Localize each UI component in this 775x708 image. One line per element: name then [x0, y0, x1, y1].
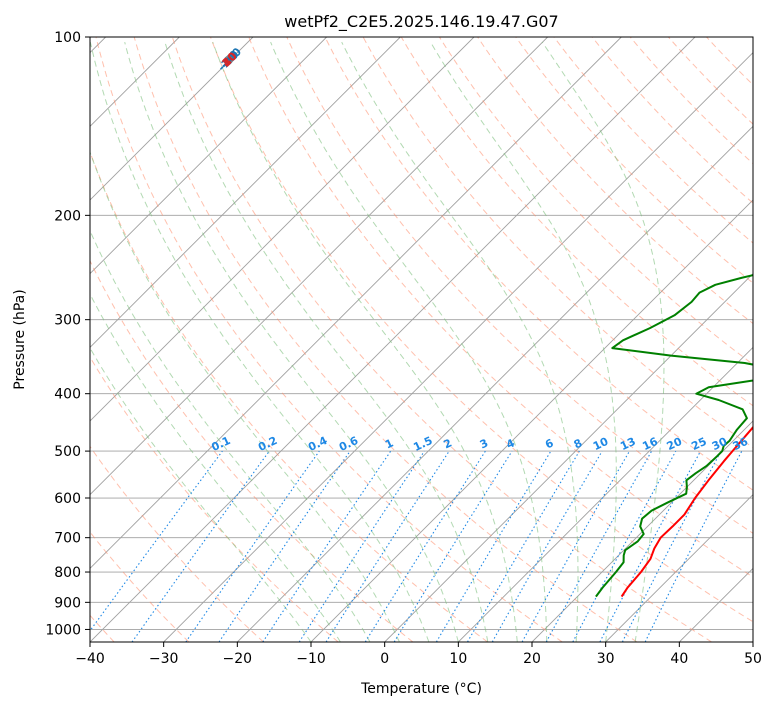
- mixing-ratio-label: 16: [640, 435, 660, 453]
- isotherm-line: [605, 494, 753, 642]
- mixing-ratio-line: [435, 450, 552, 642]
- chart-title: wetPf2_C2E5.2025.146.19.47.G07: [284, 12, 558, 32]
- y-tick-label: 800: [54, 565, 81, 581]
- y-tick-label: 500: [54, 444, 81, 460]
- dry-adiabat-line: [90, 445, 264, 642]
- isotherm-line: [90, 37, 401, 348]
- y-tick-label: 900: [54, 595, 81, 611]
- dry-adiabat-line: [477, 37, 753, 325]
- dry-adiabat-line: [324, 37, 753, 491]
- moist-adiabat-line: [341, 41, 579, 642]
- axes: −40 −30 −20 −10 0 10 20 30 40 50 100 200 300 400 500 60…: [45, 30, 762, 667]
- mixing-ratio-label: 10: [591, 435, 611, 453]
- dry-adiabat-line: [400, 37, 753, 407]
- x-tick-label: 40: [670, 651, 688, 667]
- mixing-ratio-line: [131, 450, 270, 642]
- x-tick-label: −20: [223, 651, 253, 667]
- moist-adiabat-line: [430, 41, 617, 642]
- mixing-ratio-line: [491, 450, 603, 642]
- moist-adiabat-line: [90, 346, 312, 642]
- isotherm-line: [90, 37, 475, 422]
- moist-adiabat-line: [90, 150, 400, 642]
- isotherm-line: [458, 346, 753, 642]
- mixing-ratio-label: 36: [731, 435, 751, 453]
- y-tick-label: 400: [54, 387, 81, 403]
- x-tick-label: 10: [449, 651, 467, 667]
- x-tick-label: −40: [75, 651, 105, 667]
- mixing-ratio-line: [572, 450, 677, 642]
- moist-adiabat-line: [541, 41, 665, 642]
- moist-adiabat-line: [90, 41, 430, 642]
- y-tick-label: 300: [54, 313, 81, 329]
- profile-lines: [595, 274, 753, 598]
- isotherm-line: [90, 37, 548, 496]
- x-tick-label: 50: [744, 651, 762, 667]
- y-tick-label: 100: [54, 30, 81, 46]
- isotherm-line: [237, 125, 753, 642]
- y-tick-label: 600: [54, 491, 81, 507]
- mixing-ratio-line: [545, 450, 653, 642]
- moist-adiabat-line: [90, 229, 371, 642]
- x-tick-label: 30: [597, 651, 615, 667]
- mixing-ratio-line: [393, 450, 513, 642]
- y-tick-label: 700: [54, 531, 81, 547]
- mixing-ratio-label: 30: [710, 435, 730, 453]
- isotherm-line: [531, 420, 753, 642]
- isotherm-line: [163, 52, 753, 642]
- mixing-ratio-line: [467, 450, 580, 642]
- isotherm-line: [90, 37, 327, 275]
- isotherm-line: [90, 37, 622, 569]
- y-tick-label: 1000: [45, 622, 81, 638]
- dry-adiabat-line: [90, 259, 414, 642]
- mixing-ratio-label: 13: [618, 435, 637, 453]
- x-tick-label: −30: [149, 651, 179, 667]
- dry-adiabat-line: [133, 37, 638, 642]
- mixing-ratio-line: [185, 450, 320, 642]
- x-tick-label: −10: [296, 651, 326, 667]
- dry-adiabat-line: [95, 37, 563, 642]
- moist-adiabat-line: [124, 41, 459, 642]
- y-axis-title: Pressure (hPa): [12, 289, 28, 389]
- background-lines: [90, 37, 753, 642]
- moist-adiabat-line: [270, 41, 548, 642]
- mixing-ratio-label: 25: [689, 435, 708, 453]
- dry-adiabat-line: [248, 37, 753, 578]
- dry-adiabat-line: [591, 37, 753, 204]
- mixing-ratio-label: 20: [665, 435, 685, 453]
- mixing-ratio-line: [521, 450, 630, 642]
- moist-adiabat-line: [164, 41, 489, 642]
- plot-frame: [89, 36, 754, 643]
- isotherm-line: [384, 273, 753, 642]
- isotherm-line: [90, 37, 254, 201]
- isotherm-line: [90, 37, 696, 642]
- mixing-ratio-line: [90, 450, 223, 632]
- mixing-ratio-line: [218, 450, 351, 642]
- mixing-ratio-line: [364, 450, 486, 642]
- moist-adiabat-line: [212, 41, 518, 642]
- moist-adiabat-line: [90, 292, 341, 642]
- dry-adiabat-line: [171, 37, 712, 642]
- temperature-profile-line: [620, 425, 753, 598]
- dry-adiabat-line: [515, 37, 753, 284]
- dewpoint-profile-line: [595, 274, 753, 598]
- dry-adiabat-line: [629, 37, 753, 165]
- dry-adiabat-line: [362, 37, 753, 449]
- y-tick-label: 200: [54, 208, 81, 224]
- x-tick-label: 20: [523, 651, 541, 667]
- dry-adiabat-line: [210, 37, 753, 623]
- mixing-ratio-line: [325, 450, 450, 642]
- x-axis-title: Temperature (°C): [360, 681, 482, 697]
- x-tick-label: 0: [380, 651, 389, 667]
